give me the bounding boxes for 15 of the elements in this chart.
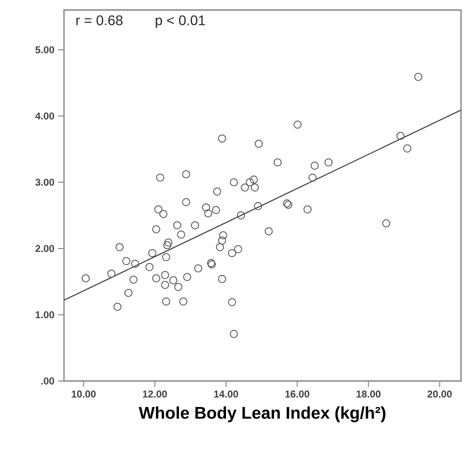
x-axis-title: Whole Body Lean Index (kg/h²) bbox=[138, 406, 386, 422]
y-tick-label: 4.00 bbox=[35, 112, 54, 120]
x-tick-label: 20.00 bbox=[428, 390, 452, 398]
annotation: p < 0.01 bbox=[156, 15, 205, 28]
y-tick-label: 2.00 bbox=[35, 244, 54, 252]
x-tick-label: 18.00 bbox=[356, 390, 380, 398]
x-tick-label: 12.00 bbox=[142, 390, 167, 398]
x-tick-label: 10.00 bbox=[72, 390, 96, 398]
y-tick-label: 1.00 bbox=[36, 311, 54, 318]
x-tick-label: 14.00 bbox=[214, 390, 238, 398]
x-tick-label: 16.00 bbox=[285, 390, 310, 398]
y-tick-label: .00 bbox=[41, 377, 54, 385]
y-tick-label: 5.00 bbox=[35, 46, 54, 54]
y-tick-label: 3.00 bbox=[35, 178, 54, 186]
annotation: r = 0.68 bbox=[76, 15, 123, 26]
